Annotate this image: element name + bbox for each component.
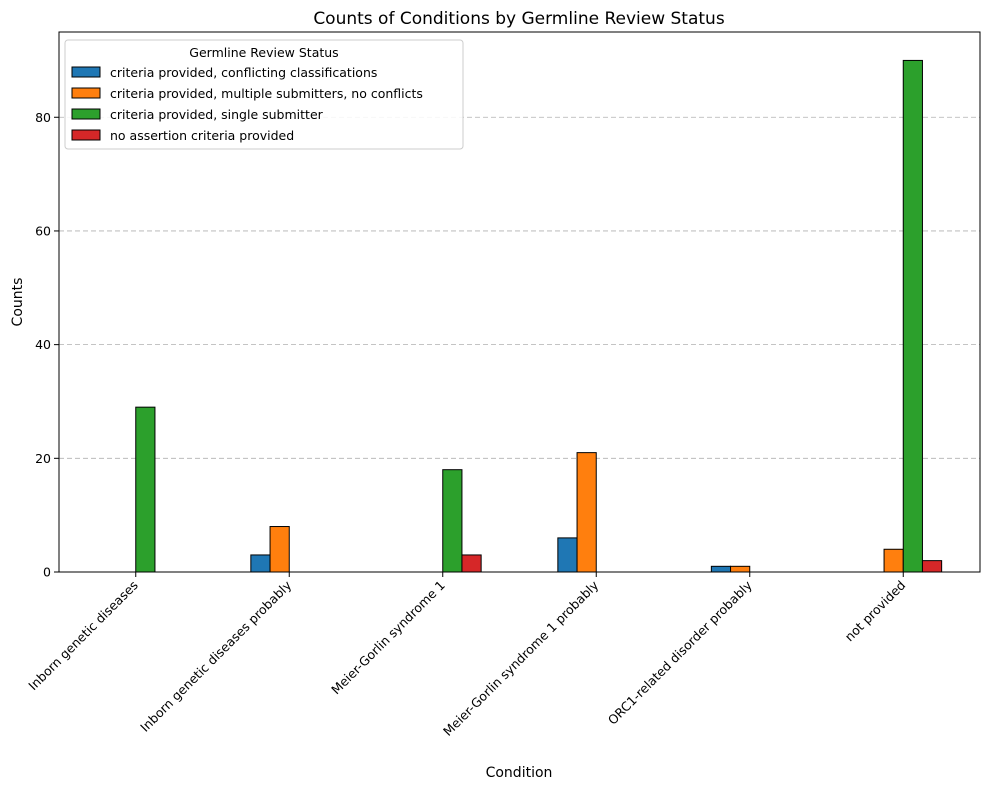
bar (883, 548, 904, 573)
bar (557, 537, 578, 573)
legend-swatch (71, 108, 101, 120)
bar (902, 59, 923, 573)
y-axis-label: Counts (10, 278, 26, 327)
bar (710, 565, 732, 573)
bars (135, 59, 943, 573)
legend-label: criteria provided, multiple submitters, … (110, 86, 423, 101)
legend-label: no assertion criteria provided (110, 128, 294, 143)
legend-swatch (71, 66, 101, 78)
y-tick-label: 60 (35, 223, 51, 238)
legend-box (64, 39, 464, 150)
bar (135, 406, 156, 573)
y-tick-label: 80 (35, 110, 51, 125)
y-tick-label: 20 (35, 451, 51, 466)
bar (250, 554, 271, 573)
x-axis-label: Condition (486, 765, 553, 781)
bar (921, 560, 943, 573)
plot-frame (58, 31, 981, 573)
bar (269, 526, 290, 573)
chart-title: Counts of Conditions by Germline Review … (313, 9, 725, 29)
legend-label: criteria provided, single submitter (110, 107, 324, 122)
bar (730, 565, 751, 573)
y-tick-label: 40 (35, 337, 51, 352)
y-tick-label: 0 (43, 565, 51, 580)
y-axis: 0 20 40 60 80 (35, 110, 59, 580)
legend-title: Germline Review Status (189, 45, 338, 60)
legend-swatch (71, 129, 101, 141)
legend: Germline Review Status criteria provided,… (64, 39, 464, 150)
bar (442, 469, 463, 573)
bar (576, 452, 597, 573)
legend-swatch (71, 87, 101, 99)
bar (461, 554, 482, 573)
legend-label: criteria provided, conflicting classific… (110, 65, 377, 80)
